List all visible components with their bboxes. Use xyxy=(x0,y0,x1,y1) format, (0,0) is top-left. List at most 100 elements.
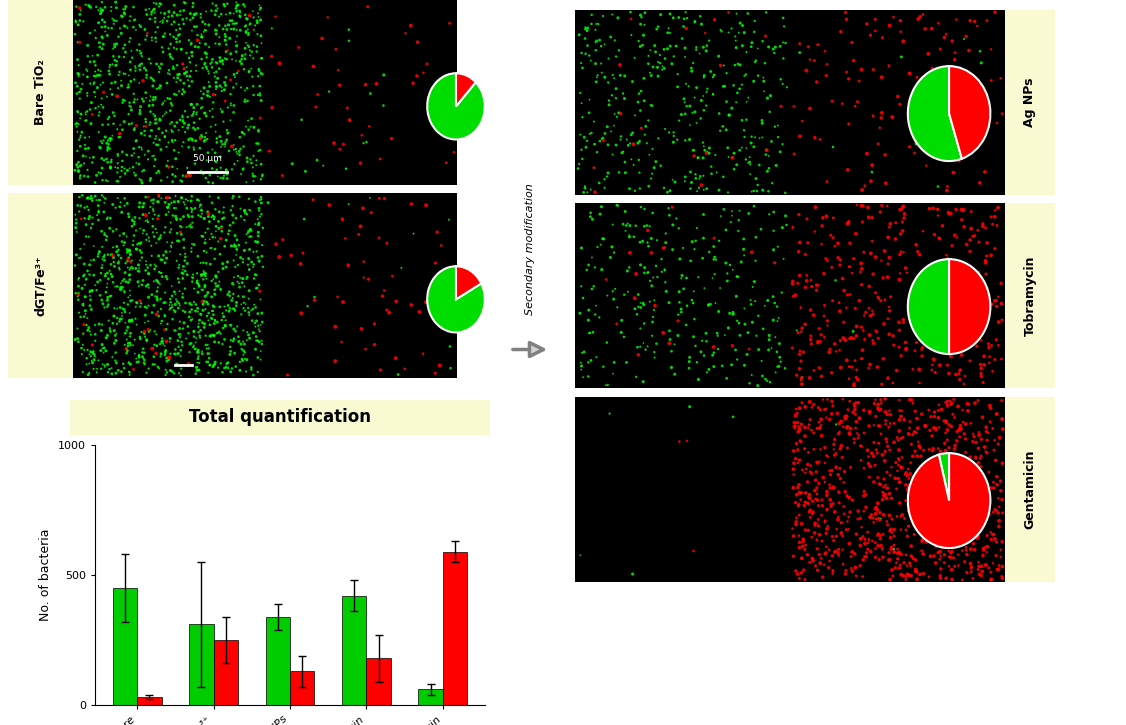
Point xyxy=(129,276,148,288)
Point xyxy=(140,323,158,335)
Point xyxy=(179,328,197,339)
Point xyxy=(166,286,184,298)
Point xyxy=(250,255,268,267)
Point xyxy=(224,292,242,304)
Point xyxy=(166,0,184,11)
Point xyxy=(95,38,113,50)
Point xyxy=(906,131,924,143)
Point xyxy=(137,9,155,20)
Point xyxy=(623,154,641,165)
Point xyxy=(947,102,965,114)
Point xyxy=(669,330,687,341)
Point xyxy=(649,21,667,33)
Point xyxy=(86,25,104,36)
Point xyxy=(199,298,217,310)
Point xyxy=(136,310,154,321)
Point xyxy=(445,146,463,158)
Point xyxy=(992,544,1010,555)
Point xyxy=(133,279,151,291)
Point xyxy=(993,457,1011,469)
Point xyxy=(625,138,643,150)
Point xyxy=(184,272,202,283)
Point xyxy=(765,206,783,218)
Point xyxy=(877,415,895,426)
Point xyxy=(197,127,215,138)
Point xyxy=(122,262,140,274)
Point xyxy=(939,311,957,323)
Point xyxy=(646,156,664,167)
Point xyxy=(785,550,803,562)
Point xyxy=(245,273,263,284)
Point xyxy=(588,72,606,83)
Point xyxy=(247,344,265,355)
Point xyxy=(908,573,926,585)
Point xyxy=(992,72,1010,84)
Point xyxy=(73,189,91,201)
Point xyxy=(372,153,390,165)
Point xyxy=(95,102,113,113)
Point xyxy=(182,46,200,58)
Point xyxy=(213,82,231,94)
Point xyxy=(644,207,662,219)
Point xyxy=(207,156,225,167)
Point xyxy=(698,40,716,51)
Point xyxy=(242,362,260,373)
Point xyxy=(224,303,242,315)
Point xyxy=(634,297,652,309)
Point xyxy=(956,294,974,306)
Point xyxy=(270,251,288,262)
Point xyxy=(167,134,185,146)
Point xyxy=(152,192,170,204)
Point xyxy=(151,115,169,126)
Point xyxy=(913,350,931,362)
Point xyxy=(153,270,171,282)
Point xyxy=(760,41,778,53)
Point xyxy=(581,207,599,218)
Point xyxy=(234,253,252,265)
Point xyxy=(129,349,148,361)
Point xyxy=(885,530,903,542)
Point xyxy=(88,366,106,378)
Point xyxy=(214,138,232,150)
Point xyxy=(605,294,623,305)
Point xyxy=(249,236,267,248)
Point xyxy=(408,70,426,82)
Point xyxy=(930,422,948,434)
Point xyxy=(993,573,1011,584)
Point xyxy=(837,568,855,579)
Point xyxy=(127,136,145,147)
Point xyxy=(159,202,177,213)
Point xyxy=(193,230,211,241)
Point xyxy=(572,242,590,254)
Point xyxy=(837,486,855,497)
Point xyxy=(125,1,143,13)
Point xyxy=(204,309,222,320)
Point xyxy=(842,333,860,344)
Point xyxy=(352,130,370,141)
Point xyxy=(248,315,266,327)
Point xyxy=(635,72,653,84)
Point xyxy=(134,201,152,212)
Point xyxy=(75,269,93,281)
Point xyxy=(137,259,155,270)
Point xyxy=(125,74,143,86)
Point xyxy=(778,219,796,231)
Point xyxy=(101,83,119,95)
Point xyxy=(66,165,84,176)
Point xyxy=(185,326,203,337)
Point xyxy=(578,264,596,276)
Point xyxy=(847,228,865,239)
Point xyxy=(793,326,811,337)
Point xyxy=(150,233,168,245)
Point xyxy=(686,244,704,255)
Point xyxy=(712,125,730,136)
Point xyxy=(990,564,1008,576)
Point xyxy=(234,273,252,284)
Point xyxy=(86,66,104,78)
Point xyxy=(984,506,1002,518)
Point xyxy=(138,262,157,273)
Point xyxy=(913,341,931,353)
Point xyxy=(945,167,963,178)
Point xyxy=(120,15,138,27)
Point xyxy=(206,314,224,326)
